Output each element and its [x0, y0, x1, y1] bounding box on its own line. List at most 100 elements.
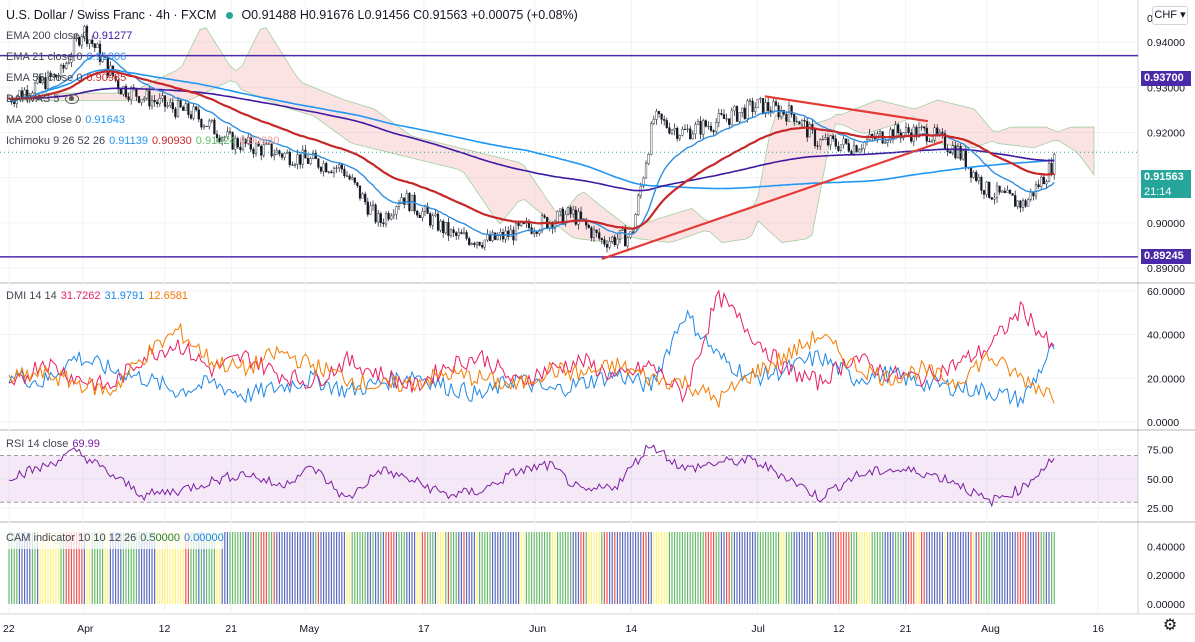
symbol-header[interactable]: U.S. Dollar / Swiss Franc · 4h · FXCM O0.…: [6, 5, 578, 26]
candle-body: [174, 108, 177, 117]
candle-body: [652, 119, 655, 124]
candle-body: [574, 209, 577, 225]
symbol-title[interactable]: U.S. Dollar / Swiss Franc · 4h · FXCM: [6, 8, 217, 22]
candle-body: [288, 152, 291, 165]
candle-body: [262, 144, 265, 156]
candle-body: [912, 126, 915, 142]
candle-body: [847, 143, 850, 152]
candle-body: [1045, 181, 1048, 185]
y-tick-label: 50.00: [1147, 474, 1173, 486]
candle-body: [839, 144, 843, 151]
candle-body: [787, 105, 791, 122]
candle-body: [964, 150, 967, 169]
candle-body: [759, 98, 762, 100]
candle-body: [494, 232, 497, 240]
candle-body: [465, 232, 468, 239]
candle-body: [907, 127, 910, 134]
candle-body: [182, 106, 185, 111]
y-tick-label: 0.89000: [1147, 263, 1185, 275]
x-tick-label: 17: [418, 623, 430, 635]
x-tick-label: 12: [833, 623, 845, 635]
legend-ema200[interactable]: EMA 200 close 0 0.91277: [6, 30, 133, 42]
candle-body: [340, 164, 343, 170]
visibility-eye-icon[interactable]: [65, 94, 80, 105]
candle-body: [681, 129, 684, 136]
candle-body: [400, 197, 403, 204]
candle-body: [566, 207, 570, 215]
x-tick-label: 16: [1092, 623, 1104, 635]
legend-ichimoku[interactable]: Ichimoku 9 26 52 26 0.91139 0.90930 0.91024…: [6, 135, 280, 147]
candle-body: [65, 63, 68, 69]
legend-ema55[interactable]: EMA 55 close 0 0.90985: [6, 72, 127, 84]
candle-body: [397, 203, 401, 207]
candle-body: [67, 62, 70, 65]
candle-body: [200, 119, 203, 128]
candle-body: [429, 213, 432, 226]
candle-body: [374, 204, 377, 223]
series--di: [8, 289, 1055, 404]
candle-body: [473, 243, 476, 246]
candle-body: [189, 114, 193, 119]
currency-dropdown[interactable]: CHF ▾: [1152, 6, 1188, 25]
candle-body: [41, 77, 44, 83]
candle-body: [247, 137, 250, 144]
candle-body: [600, 238, 603, 240]
y-tick-label: 25.00: [1147, 503, 1173, 515]
candle-body: [96, 43, 99, 48]
cam-legend[interactable]: CAM indicator 10 10 12 26 0.50000 0.00000: [6, 528, 224, 549]
current-price-box: 0.91563 21:14: [1141, 170, 1191, 198]
gear-icon[interactable]: ⚙: [1162, 617, 1178, 634]
candle-body: [735, 106, 739, 122]
legend-ma200[interactable]: MA 200 close 0 0.91643: [6, 114, 125, 126]
candle-body: [319, 167, 323, 172]
x-tick-label: Apr: [77, 623, 94, 635]
candle-body: [70, 56, 73, 63]
candle-body: [709, 125, 713, 131]
y-tick-label: 60.0000: [1147, 286, 1185, 298]
candle-body: [351, 177, 354, 180]
y-tick-label: 0.20000: [1147, 570, 1185, 582]
candle-body: [904, 127, 908, 133]
candle-body: [270, 143, 273, 157]
candle-body: [962, 150, 965, 160]
candle-body: [98, 43, 102, 62]
candle-body: [460, 232, 463, 235]
x-tick-label: 21: [225, 623, 237, 635]
candle-body: [826, 137, 830, 146]
legend-darvas[interactable]: DARVAS 5: [6, 89, 578, 110]
candle-body: [468, 238, 471, 245]
candle-body: [592, 229, 596, 239]
candle-body: [241, 138, 245, 151]
candle-body: [598, 232, 601, 239]
x-tick-label: 22: [3, 623, 15, 635]
rsi-legend[interactable]: RSI 14 close 69.99: [6, 438, 100, 450]
candle-body: [543, 215, 546, 218]
candle-body: [161, 95, 164, 99]
candle-body: [244, 138, 247, 144]
candle-body: [829, 135, 832, 146]
candle-body: [291, 164, 294, 166]
candle-body: [158, 98, 161, 105]
candle-body: [1014, 195, 1017, 207]
candle-body: [299, 154, 302, 165]
candle-body: [312, 153, 315, 159]
y-tick-label: 0.92000: [1147, 127, 1185, 139]
legend-ema21[interactable]: EMA 21 close 0 0.91006: [6, 51, 127, 63]
candle-body: [933, 127, 936, 141]
candle-body: [205, 125, 208, 127]
y-tick-label: 0.40000: [1147, 541, 1185, 553]
candle-body: [832, 135, 835, 139]
candle-body: [686, 128, 689, 130]
dmi-legend[interactable]: DMI 14 14 31.7262 31.9791 12.6581: [6, 290, 189, 302]
trendline-1: [601, 140, 944, 260]
candle-body: [507, 230, 510, 237]
candle-body: [850, 150, 853, 155]
candle-body: [169, 102, 172, 106]
candle-body: [403, 197, 406, 205]
ma200-line: [8, 68, 1055, 190]
candle-body: [702, 120, 705, 135]
candle-body: [621, 228, 624, 231]
candle-body: [416, 210, 419, 216]
candle-body: [265, 143, 268, 146]
